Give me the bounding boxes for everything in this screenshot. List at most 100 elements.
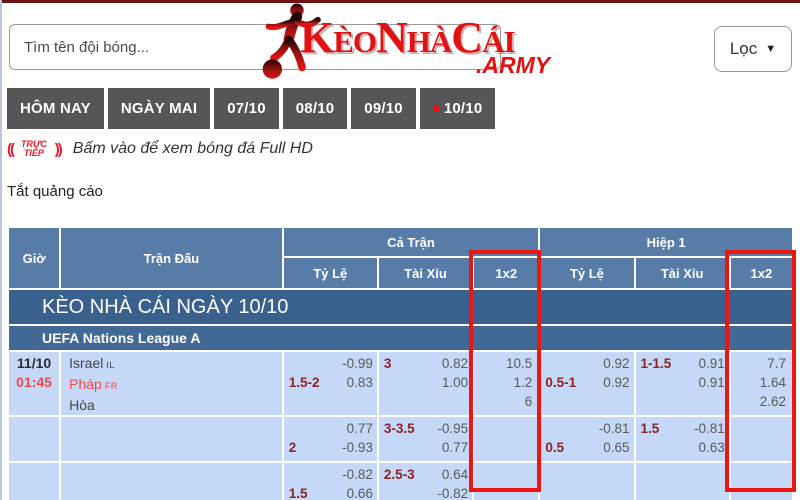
odds-value: 0.91 xyxy=(698,375,725,390)
odds-table: Giờ Trận Đấu Cả Trận Hiệp 1 Tỷ Lệ Tài Xỉ… xyxy=(7,226,794,500)
top-accent-line xyxy=(2,0,800,3)
odds-1x2-away: 1.2 xyxy=(513,375,533,390)
date-tabs: HÔM NAY NGÀY MAI 07/10 08/10 09/10 10/10 xyxy=(7,88,496,129)
tab-ngay-mai[interactable]: NGÀY MAI xyxy=(107,88,211,129)
h1-1x2-cell[interactable] xyxy=(730,417,792,461)
odds-value: 0.92 xyxy=(603,375,630,390)
match-row: -0.82 1.5 0.66 2.5-3 0.64 -0.82 xyxy=(9,463,792,500)
soccer-player-icon xyxy=(262,3,321,79)
odds-value: 1.00 xyxy=(441,375,469,390)
ft-handicap-cell[interactable]: 0.77 2 -0.93 xyxy=(283,417,377,461)
odds-value: 0.91 xyxy=(698,356,725,371)
h1-handicap-cell[interactable] xyxy=(540,463,634,500)
ft-over-under-cell[interactable]: 2.5-3 0.64 -0.82 xyxy=(378,463,473,500)
filter-button[interactable]: Lọc ▼ xyxy=(714,26,792,72)
odds-value: -0.99 xyxy=(342,356,373,371)
search-input[interactable] xyxy=(9,24,501,70)
ft-handicap-cell[interactable]: -0.99 1.5-2 0.83 xyxy=(283,352,377,415)
ft-1x2-cell[interactable] xyxy=(474,463,539,500)
header-time: Giờ xyxy=(9,228,60,288)
handicap-value: 0.5-1 xyxy=(545,375,577,390)
handicap-value: 1.5-2 xyxy=(288,375,320,390)
handicap-value: 2.5-3 xyxy=(383,467,415,482)
header-match: Trận Đấu xyxy=(61,228,282,288)
h1-1x2-cell[interactable]: 7.7 1.64 2.62 xyxy=(730,352,792,415)
odds-table-wrapper: Giờ Trận Đấu Cả Trận Hiệp 1 Tỷ Lệ Tài Xỉ… xyxy=(7,226,794,500)
chevron-down-icon: ▼ xyxy=(765,43,777,55)
handicap-value: 2 xyxy=(288,440,297,455)
odds-1x2-draw: 2.62 xyxy=(759,394,786,409)
h1-over-under-cell[interactable] xyxy=(635,463,729,500)
match-kickoff-time: 01:45 xyxy=(16,374,52,390)
header-h1-handicap: Tỷ Lệ xyxy=(540,258,634,288)
live-badge-line1: TRỰC xyxy=(21,139,47,149)
h1-handicap-cell[interactable]: 0.92 0.5-1 0.92 xyxy=(540,352,634,415)
odds-value: 0.66 xyxy=(346,486,373,500)
ads-toggle-link[interactable]: Tắt quảng cáo xyxy=(7,183,103,200)
ft-1x2-cell[interactable] xyxy=(474,417,539,461)
handicap-value: 3-3.5 xyxy=(383,421,415,436)
broadcast-wave-left-icon: (( xyxy=(7,140,15,158)
tab-label: NGÀY MAI xyxy=(120,100,198,117)
tab-label: 07/10 xyxy=(227,100,266,117)
broadcast-wave-right-icon: )) xyxy=(54,140,63,158)
handicap-value: 1.5 xyxy=(288,486,308,500)
tab-label: 08/10 xyxy=(295,100,335,117)
match-teams-cell xyxy=(61,463,282,500)
match-time-cell xyxy=(9,463,60,500)
live-stream-link[interactable]: (( TRỰC TIẾP )) Bấm vào để xem bóng đá F… xyxy=(7,140,313,158)
handicap-value: 1-1.5 xyxy=(640,356,672,371)
handicap-value: 0.5 xyxy=(545,440,565,455)
odds-1x2-draw: 6 xyxy=(524,394,533,409)
odds-value: -0.81 xyxy=(694,421,725,436)
odds-value: -0.95 xyxy=(437,421,469,436)
odds-value: 0.92 xyxy=(603,356,630,371)
tab-09-10[interactable]: 09/10 xyxy=(351,88,416,129)
odds-value: 0.82 xyxy=(441,356,469,371)
tab-label: 10/10 xyxy=(443,100,483,117)
odds-1x2-home: 10.5 xyxy=(506,356,533,371)
away-team[interactable]: Pháp FR xyxy=(69,375,282,396)
handicap-value: 3 xyxy=(383,356,392,371)
odds-value: 0.65 xyxy=(603,440,630,455)
odds-value: 0.83 xyxy=(346,375,373,390)
header-ft-over-under: Tài Xỉu xyxy=(378,258,473,288)
tab-10-10-active[interactable]: 10/10 xyxy=(419,88,496,129)
header-ft-1x2: 1x2 xyxy=(474,258,539,288)
filter-button-label: Lọc xyxy=(729,39,758,58)
h1-handicap-cell[interactable]: -0.81 0.5 0.65 xyxy=(540,417,634,461)
live-badge-line2: TIẾP xyxy=(23,148,44,158)
away-team-code: FR xyxy=(104,381,118,391)
ft-handicap-cell[interactable]: -0.82 1.5 0.66 xyxy=(283,463,377,500)
match-teams-cell[interactable]: Israel IL Pháp FR Hòa xyxy=(61,352,282,415)
odds-value: 0.77 xyxy=(346,421,373,436)
header-h1-1x2: 1x2 xyxy=(730,258,792,288)
match-teams-cell xyxy=(61,417,282,461)
site-logo[interactable]: KèoNhàCái .ARMY xyxy=(238,0,573,82)
match-time-cell: 11/10 01:45 xyxy=(9,352,60,415)
match-row: 0.77 2 -0.93 3-3.5 -0.95 0.77 -0.81 0.5 0.6… xyxy=(9,417,792,461)
odds-value: -0.82 xyxy=(342,467,373,482)
odds-value: 0.77 xyxy=(441,440,469,455)
h1-1x2-cell[interactable] xyxy=(730,463,792,500)
header-full-time: Cả Trận xyxy=(283,228,539,256)
tab-07-10[interactable]: 07/10 xyxy=(214,88,279,129)
h1-over-under-cell[interactable]: 1.5 -0.81 0.63 xyxy=(635,417,729,461)
ft-over-under-cell[interactable]: 3-3.5 -0.95 0.77 xyxy=(378,417,473,461)
section-title: KÈO NHÀ CÁI NGÀY 10/10 xyxy=(9,290,792,324)
home-team[interactable]: Israel IL xyxy=(69,354,282,375)
highlight-box-h1-1x2 xyxy=(725,250,796,492)
highlight-box-ft-1x2 xyxy=(469,250,541,492)
odds-value: 0.63 xyxy=(698,440,725,455)
tab-08-10[interactable]: 08/10 xyxy=(282,88,348,129)
odds-value: -0.82 xyxy=(437,486,469,500)
header-ft-handicap: Tỷ Lệ xyxy=(283,258,377,288)
ft-1x2-cell[interactable]: 10.5 1.2 6 xyxy=(474,352,539,415)
live-badge: TRỰC TIẾP xyxy=(21,140,47,158)
ft-over-under-cell[interactable]: 3 0.82 1.00 xyxy=(378,352,473,415)
league-title[interactable]: UEFA Nations League A xyxy=(9,326,792,350)
h1-over-under-cell[interactable]: 1-1.5 0.91 0.91 xyxy=(635,352,729,415)
logo-domain-suffix: .ARMY xyxy=(476,52,551,78)
tab-hom-nay[interactable]: HÔM NAY xyxy=(7,88,104,129)
match-time-cell xyxy=(9,417,60,461)
